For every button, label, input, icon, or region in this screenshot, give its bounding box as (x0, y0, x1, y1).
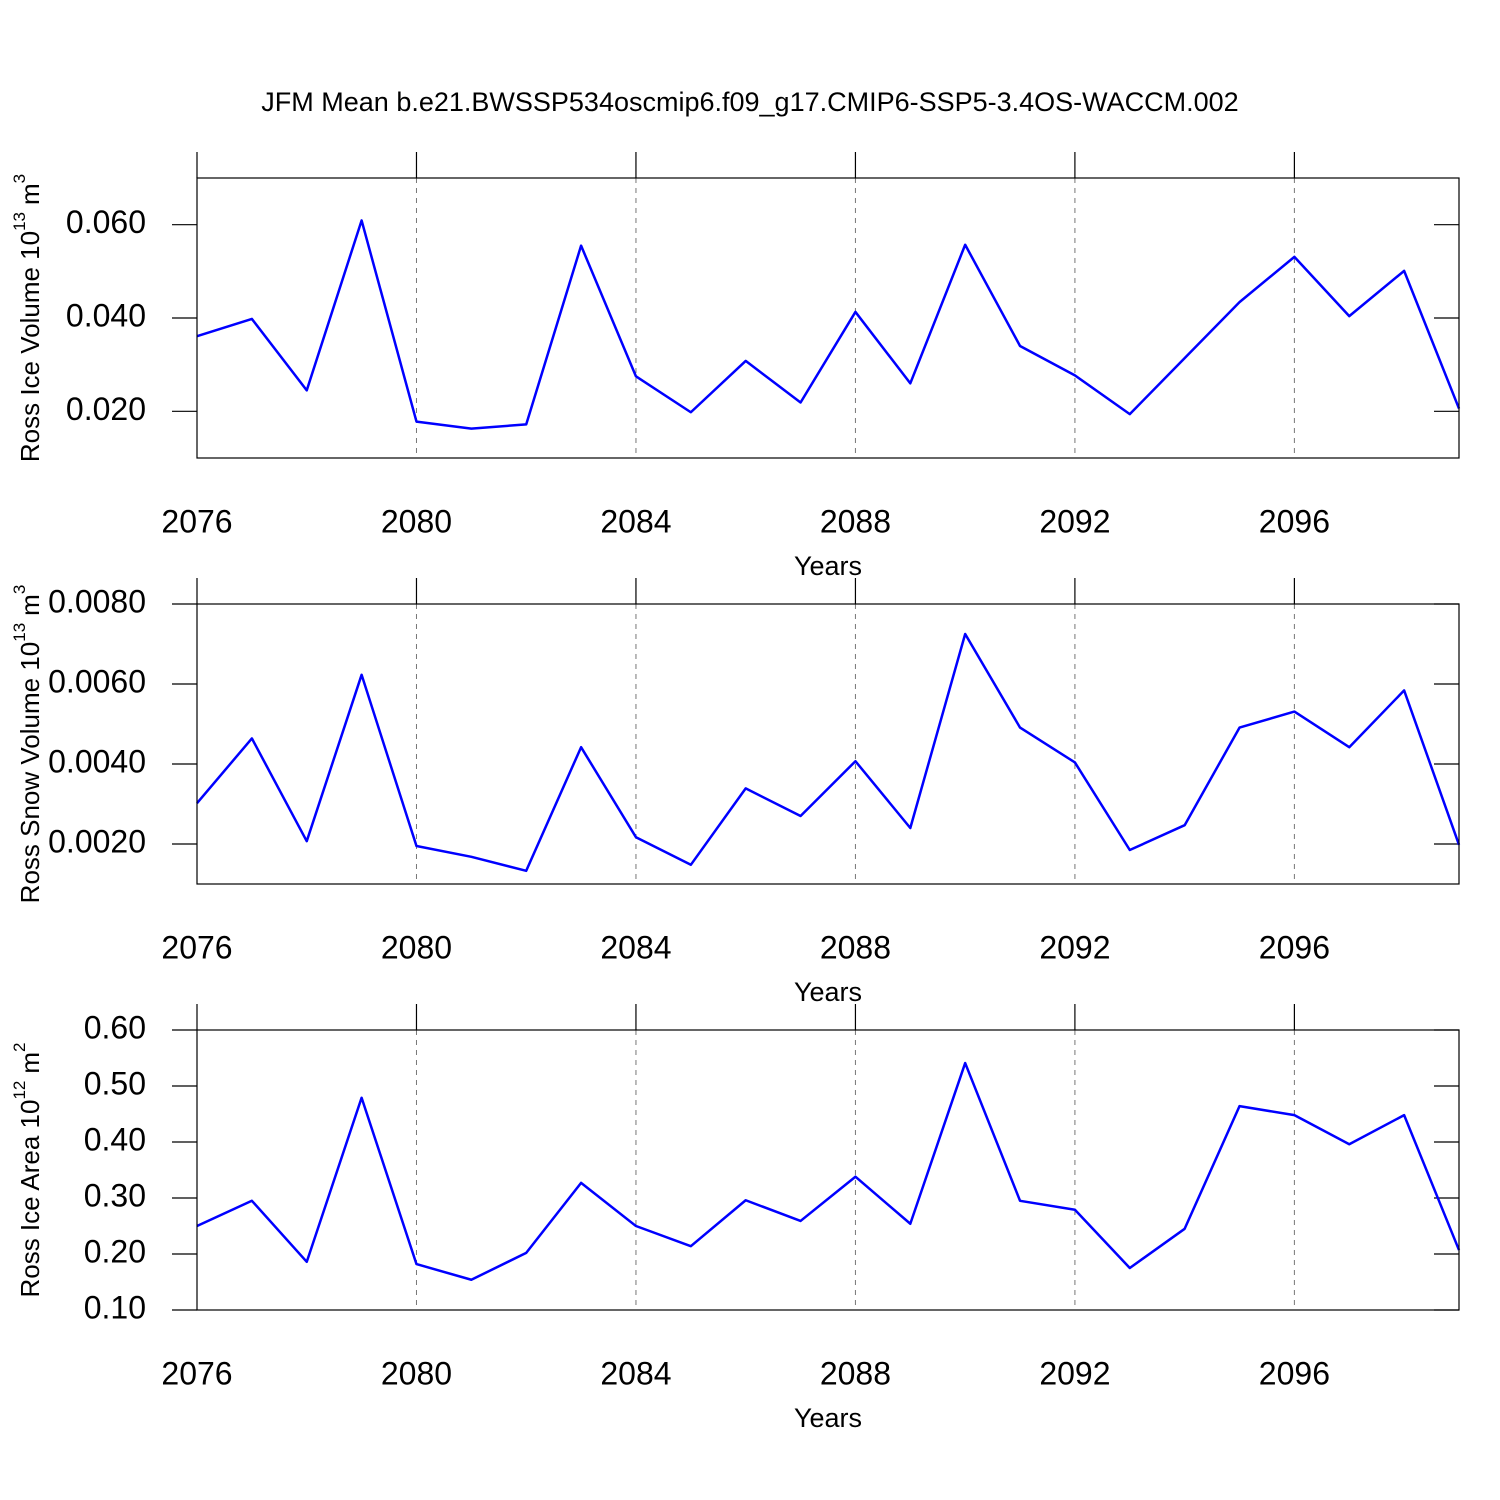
x-tick-label: 2088 (820, 1355, 891, 1391)
y-tick-label: 0.0060 (48, 663, 146, 699)
y-tick-label: 0.060 (66, 204, 146, 240)
x-axis-label: Years (794, 1403, 862, 1433)
plot-frame (196, 603, 1460, 885)
y-tick-label: 0.10 (84, 1289, 146, 1325)
x-tick-label: 2092 (1039, 503, 1110, 539)
y-tick-label: 0.60 (84, 1009, 146, 1045)
y-label-unit: m (15, 594, 45, 616)
y-label-exp: 13 (10, 212, 29, 231)
y-tick-label: 0.40 (84, 1121, 146, 1157)
y-axis-label: Ross Ice Area 1012 m2 (10, 1042, 44, 1297)
x-tick-label: 2088 (820, 503, 891, 539)
plot-frame (196, 177, 1460, 459)
y-tick-label: 0.30 (84, 1177, 146, 1213)
y-tick-label: 0.0040 (48, 743, 146, 779)
x-tick-label: 2080 (381, 503, 452, 539)
data-line (196, 632, 1461, 873)
x-tick-label: 2084 (600, 1355, 671, 1391)
x-tick-label: 2084 (600, 503, 671, 539)
data-line (196, 1061, 1461, 1282)
y-label-text: Ross Ice Volume 10 (15, 231, 45, 462)
y-label-exp: 12 (10, 1081, 29, 1100)
y-label-unit-exp: 3 (10, 585, 29, 594)
x-tick-label: 2092 (1039, 929, 1110, 965)
y-label-text: Ross Snow Volume 10 (15, 642, 45, 904)
y-label-unit: m (15, 183, 45, 205)
x-axis-label: Years (794, 551, 862, 581)
y-label-exp: 13 (10, 623, 29, 642)
x-tick-label: 2096 (1259, 1355, 1330, 1391)
data-line (196, 219, 1461, 430)
x-tick-label: 2084 (600, 929, 671, 965)
y-tick-label: 0.20 (84, 1233, 146, 1269)
y-tick-label: 0.040 (66, 297, 146, 333)
y-axis-label: Ross Snow Volume 1013 m3 (10, 585, 44, 904)
y-label-text: Ross Ice Area 10 (15, 1100, 45, 1298)
x-tick-label: 2088 (820, 929, 891, 965)
x-tick-label: 2076 (161, 929, 232, 965)
y-tick-label: 0.0020 (48, 823, 146, 859)
x-tick-label: 2080 (381, 1355, 452, 1391)
x-tick-label: 2092 (1039, 1355, 1110, 1391)
x-tick-label: 2080 (381, 929, 452, 965)
y-label-unit: m (15, 1052, 45, 1074)
x-tick-label: 2076 (161, 503, 232, 539)
y-tick-label: 0.0080 (48, 583, 146, 619)
chart-title: JFM Mean b.e21.BWSSP534oscmip6.f09_g17.C… (261, 87, 1238, 117)
y-label-unit-exp: 2 (10, 1042, 29, 1051)
x-tick-label: 2076 (161, 1355, 232, 1391)
plot-frame (196, 1029, 1460, 1311)
x-tick-label: 2096 (1259, 929, 1330, 965)
y-tick-label: 0.020 (66, 391, 146, 427)
y-axis-label: Ross Ice Volume 1013 m3 (10, 174, 44, 462)
y-label-unit-exp: 3 (10, 174, 29, 183)
y-tick-label: 0.50 (84, 1065, 146, 1101)
x-axis-label: Years (794, 977, 862, 1007)
x-tick-label: 2096 (1259, 503, 1330, 539)
